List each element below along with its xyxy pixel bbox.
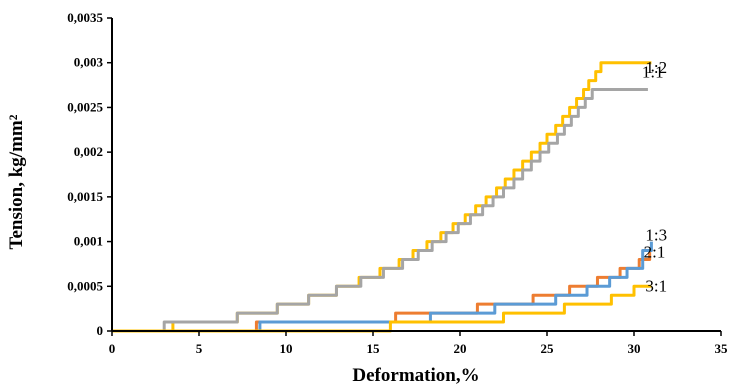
y-axis-title: Tension, kg/mm² bbox=[6, 114, 27, 249]
x-tick-label: 25 bbox=[541, 341, 555, 356]
y-axis-ticks: 0 0,0005 0,001 0,0015 0,002 0,0025 0,003 0,0035 bbox=[67, 10, 112, 338]
series-line-3-1 bbox=[112, 284, 652, 333]
y-tick-label: 0,0025 bbox=[67, 99, 103, 114]
y-tick-label: 0,0015 bbox=[67, 189, 103, 204]
y-tick-label: 0,0005 bbox=[67, 278, 103, 293]
series-label-3-1: 3:1 bbox=[645, 276, 667, 295]
x-tick-label: 5 bbox=[196, 341, 203, 356]
y-tick-label: 0 bbox=[97, 323, 104, 338]
x-tick-label: 15 bbox=[367, 341, 381, 356]
series-label-1-2: 1:2 bbox=[645, 58, 667, 77]
series-label-1-3: 1:3 bbox=[645, 225, 667, 244]
series-line-1-1 bbox=[112, 88, 648, 333]
series-label-2-1: 2:1 bbox=[644, 242, 666, 261]
series-layer bbox=[112, 61, 653, 333]
series-labels: 1:21:1 1:32:1 3:1 bbox=[642, 58, 667, 295]
x-tick-label: 0 bbox=[109, 341, 116, 356]
y-tick-label: 0,003 bbox=[74, 55, 104, 70]
series-label-1-1: 1:1 bbox=[642, 63, 664, 82]
y-tick-label: 0,0035 bbox=[67, 10, 103, 25]
x-tick-label: 35 bbox=[715, 341, 729, 356]
x-axis-title: Deformation,% bbox=[352, 365, 479, 386]
x-tick-label: 30 bbox=[628, 341, 641, 356]
series-line-2-1 bbox=[112, 250, 652, 333]
x-axis-ticks: 0 5 10 15 20 25 30 35 bbox=[109, 331, 728, 356]
x-tick-label: 20 bbox=[454, 341, 467, 356]
x-tick-label: 10 bbox=[280, 341, 293, 356]
y-tick-label: 0,001 bbox=[74, 234, 103, 249]
y-tick-label: 0,002 bbox=[74, 144, 103, 159]
